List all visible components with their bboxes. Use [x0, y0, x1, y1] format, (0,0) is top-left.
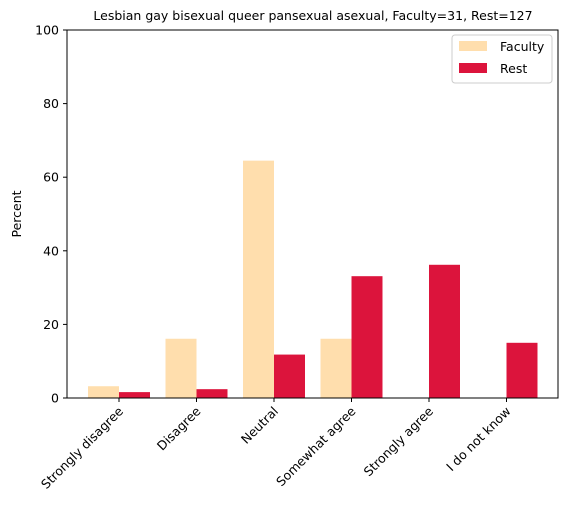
plot-frame — [66, 29, 559, 399]
x-tick-label: Strongly disagree — [38, 403, 126, 491]
legend-swatch-faculty — [459, 41, 487, 51]
bars-group — [88, 160, 538, 398]
bar-rest-0 — [119, 392, 150, 398]
y-tick-label: 60 — [43, 170, 59, 185]
bar-faculty-0 — [88, 386, 119, 398]
bar-rest-1 — [196, 389, 228, 398]
y-tick-label: 40 — [43, 243, 59, 258]
bar-rest-5 — [506, 342, 538, 398]
x-tick-label: Neutral — [238, 404, 281, 447]
legend-label-faculty: Faculty — [500, 39, 545, 54]
y-tick-label: 0 — [51, 391, 59, 406]
x-tick-label: Somewhat agree — [273, 403, 359, 489]
y-tick-label: 80 — [43, 96, 59, 111]
x-axis-ticks: Strongly disagree Disagree NeutralSomewhat… — [38, 398, 514, 492]
y-axis-ticks: 0 20 40 60 80 100 — [35, 23, 67, 406]
bar-faculty-2 — [243, 160, 274, 398]
x-tick-label: Disagree — [154, 403, 204, 453]
bar-faculty-3 — [320, 338, 352, 398]
legend-label-rest: Rest — [500, 61, 527, 76]
bar-faculty-1 — [165, 338, 197, 398]
y-axis-label: Percent — [9, 190, 24, 237]
y-tick-label: 20 — [43, 317, 59, 332]
x-tick-label: Strongly agree — [361, 403, 437, 479]
bar-rest-2 — [274, 354, 305, 398]
y-tick-label: 100 — [35, 23, 59, 38]
bar-rest-3 — [351, 276, 383, 398]
legend-swatch-rest — [459, 63, 487, 73]
x-tick-label: I do not know — [443, 404, 514, 475]
bar-rest-4 — [429, 264, 460, 398]
chart-title: Lesbian gay bisexual queer pansexual ase… — [93, 8, 532, 23]
legend: Faculty Rest — [451, 34, 553, 84]
